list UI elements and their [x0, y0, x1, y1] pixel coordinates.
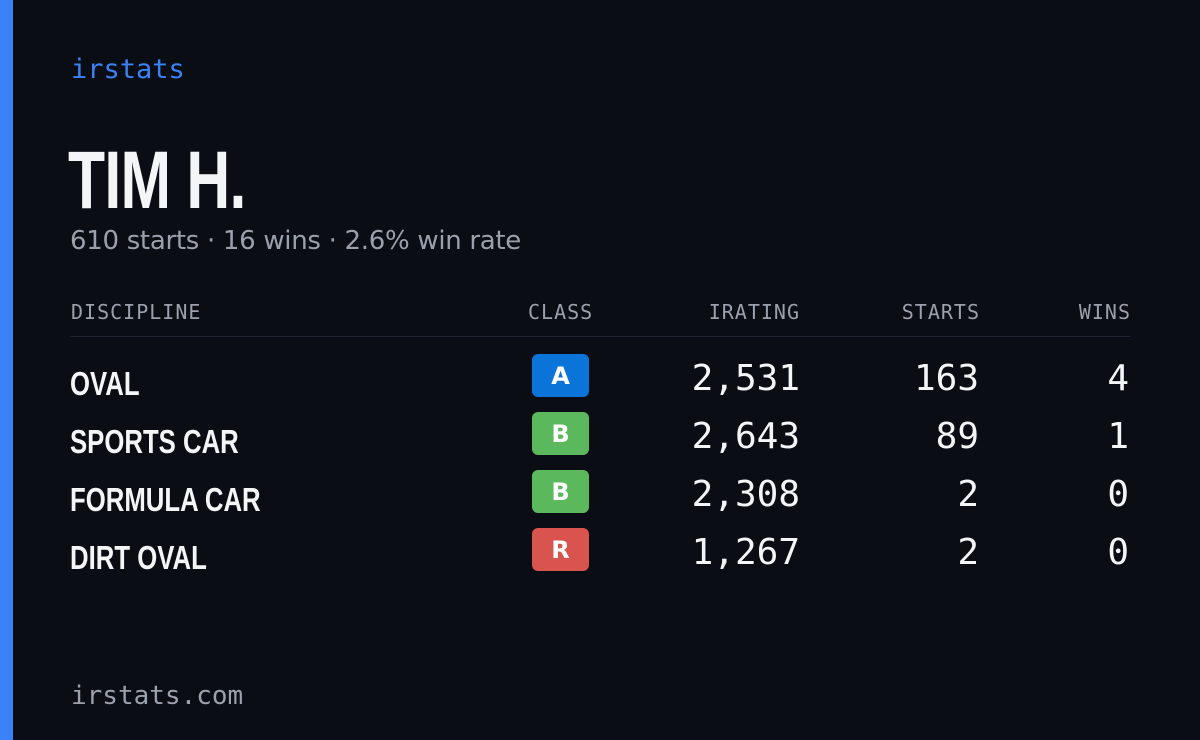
irating-value: 2,643: [691, 416, 800, 457]
driver-name: TIM H.: [68, 135, 246, 226]
wins-value: 0: [1107, 532, 1129, 573]
header-irating: IRATING: [708, 300, 800, 324]
class-badge: B: [532, 412, 589, 455]
class-badge: A: [532, 354, 589, 397]
stats-table: DISCIPLINE CLASS IRATING STARTS WINS OVA…: [70, 300, 1131, 585]
irating-value: 1,267: [691, 532, 800, 573]
table-body: OVAL A 2,531 163 4 SPORTS CAR B 2,643 89…: [70, 337, 1131, 585]
header-class: CLASS: [528, 300, 594, 324]
irating-value: 2,531: [691, 358, 800, 399]
wins-value: 0: [1107, 474, 1129, 515]
irating-value: 2,308: [691, 474, 800, 515]
driver-summary: 610 starts · 16 wins · 2.6% win rate: [70, 226, 522, 256]
starts-value: 2: [957, 532, 979, 573]
table-row: SPORTS CAR B 2,643 89 1: [70, 411, 1131, 469]
wins-value: 4: [1107, 358, 1129, 399]
brand-logo-text: irstats: [71, 54, 185, 85]
header-discipline: DISCIPLINE: [71, 300, 202, 324]
discipline-name: FORMULA CAR: [70, 481, 261, 518]
table-header: DISCIPLINE CLASS IRATING STARTS WINS: [70, 300, 1131, 337]
accent-bar: [0, 0, 13, 740]
discipline-name: SPORTS CAR: [70, 423, 239, 460]
starts-value: 2: [957, 474, 979, 515]
footer-url: irstats.com: [71, 681, 244, 711]
discipline-name: OVAL: [70, 365, 140, 402]
class-badge: R: [532, 528, 589, 571]
table-row: OVAL A 2,531 163 4: [70, 353, 1131, 411]
discipline-name: DIRT OVAL: [70, 539, 207, 576]
starts-value: 89: [935, 416, 979, 457]
wins-value: 1: [1107, 416, 1129, 457]
table-row: DIRT OVAL R 1,267 2 0: [70, 527, 1131, 585]
starts-value: 163: [913, 358, 979, 399]
table-row: FORMULA CAR B 2,308 2 0: [70, 469, 1131, 527]
header-wins: WINS: [1078, 300, 1131, 324]
class-badge: B: [532, 470, 589, 513]
header-starts: STARTS: [901, 300, 980, 324]
